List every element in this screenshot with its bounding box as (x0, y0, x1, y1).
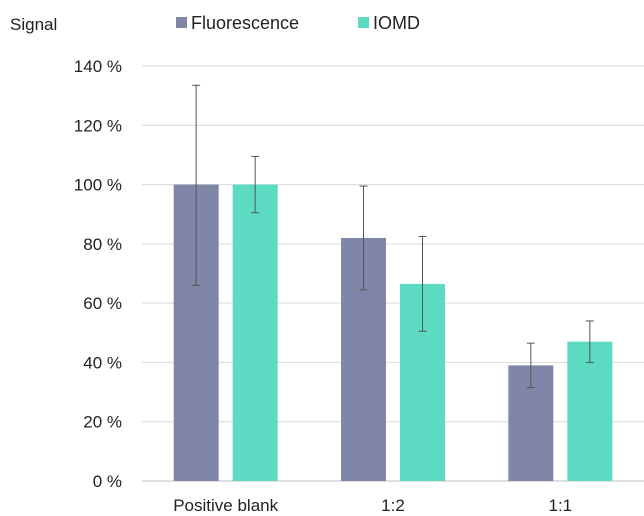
legend-label: IOMD (373, 13, 420, 33)
bars (173, 184, 613, 482)
x-tick-label: 1:1 (549, 496, 573, 515)
y-tick-label: 100 % (74, 176, 122, 195)
y-tick-label: 0 % (93, 472, 122, 491)
error-bars (192, 84, 594, 389)
y-tick-label: 120 % (74, 116, 122, 135)
legend: Fluorescence IOMD (176, 13, 420, 33)
y-tick-label: 20 % (83, 413, 122, 432)
bar (232, 184, 278, 482)
x-tick-label: Positive blank (173, 496, 278, 515)
y-tick-label: 40 % (83, 353, 122, 372)
x-tick-label: 1:2 (381, 496, 405, 515)
y-axis-label: Signal (10, 15, 57, 34)
gridlines (142, 65, 644, 482)
y-tick-label: 140 % (74, 57, 122, 76)
y-tick-labels: 0 % 20 % 40 % 60 % 80 % 100 % 120 % 140 % (74, 57, 122, 491)
y-tick-label: 60 % (83, 294, 122, 313)
legend-swatch (176, 17, 187, 28)
legend-label: Fluorescence (191, 13, 299, 33)
legend-swatch (358, 17, 369, 28)
x-tick-labels: Positive blank 1:2 1:1 (173, 496, 572, 515)
bar (567, 341, 613, 481)
y-tick-label: 80 % (83, 235, 122, 254)
